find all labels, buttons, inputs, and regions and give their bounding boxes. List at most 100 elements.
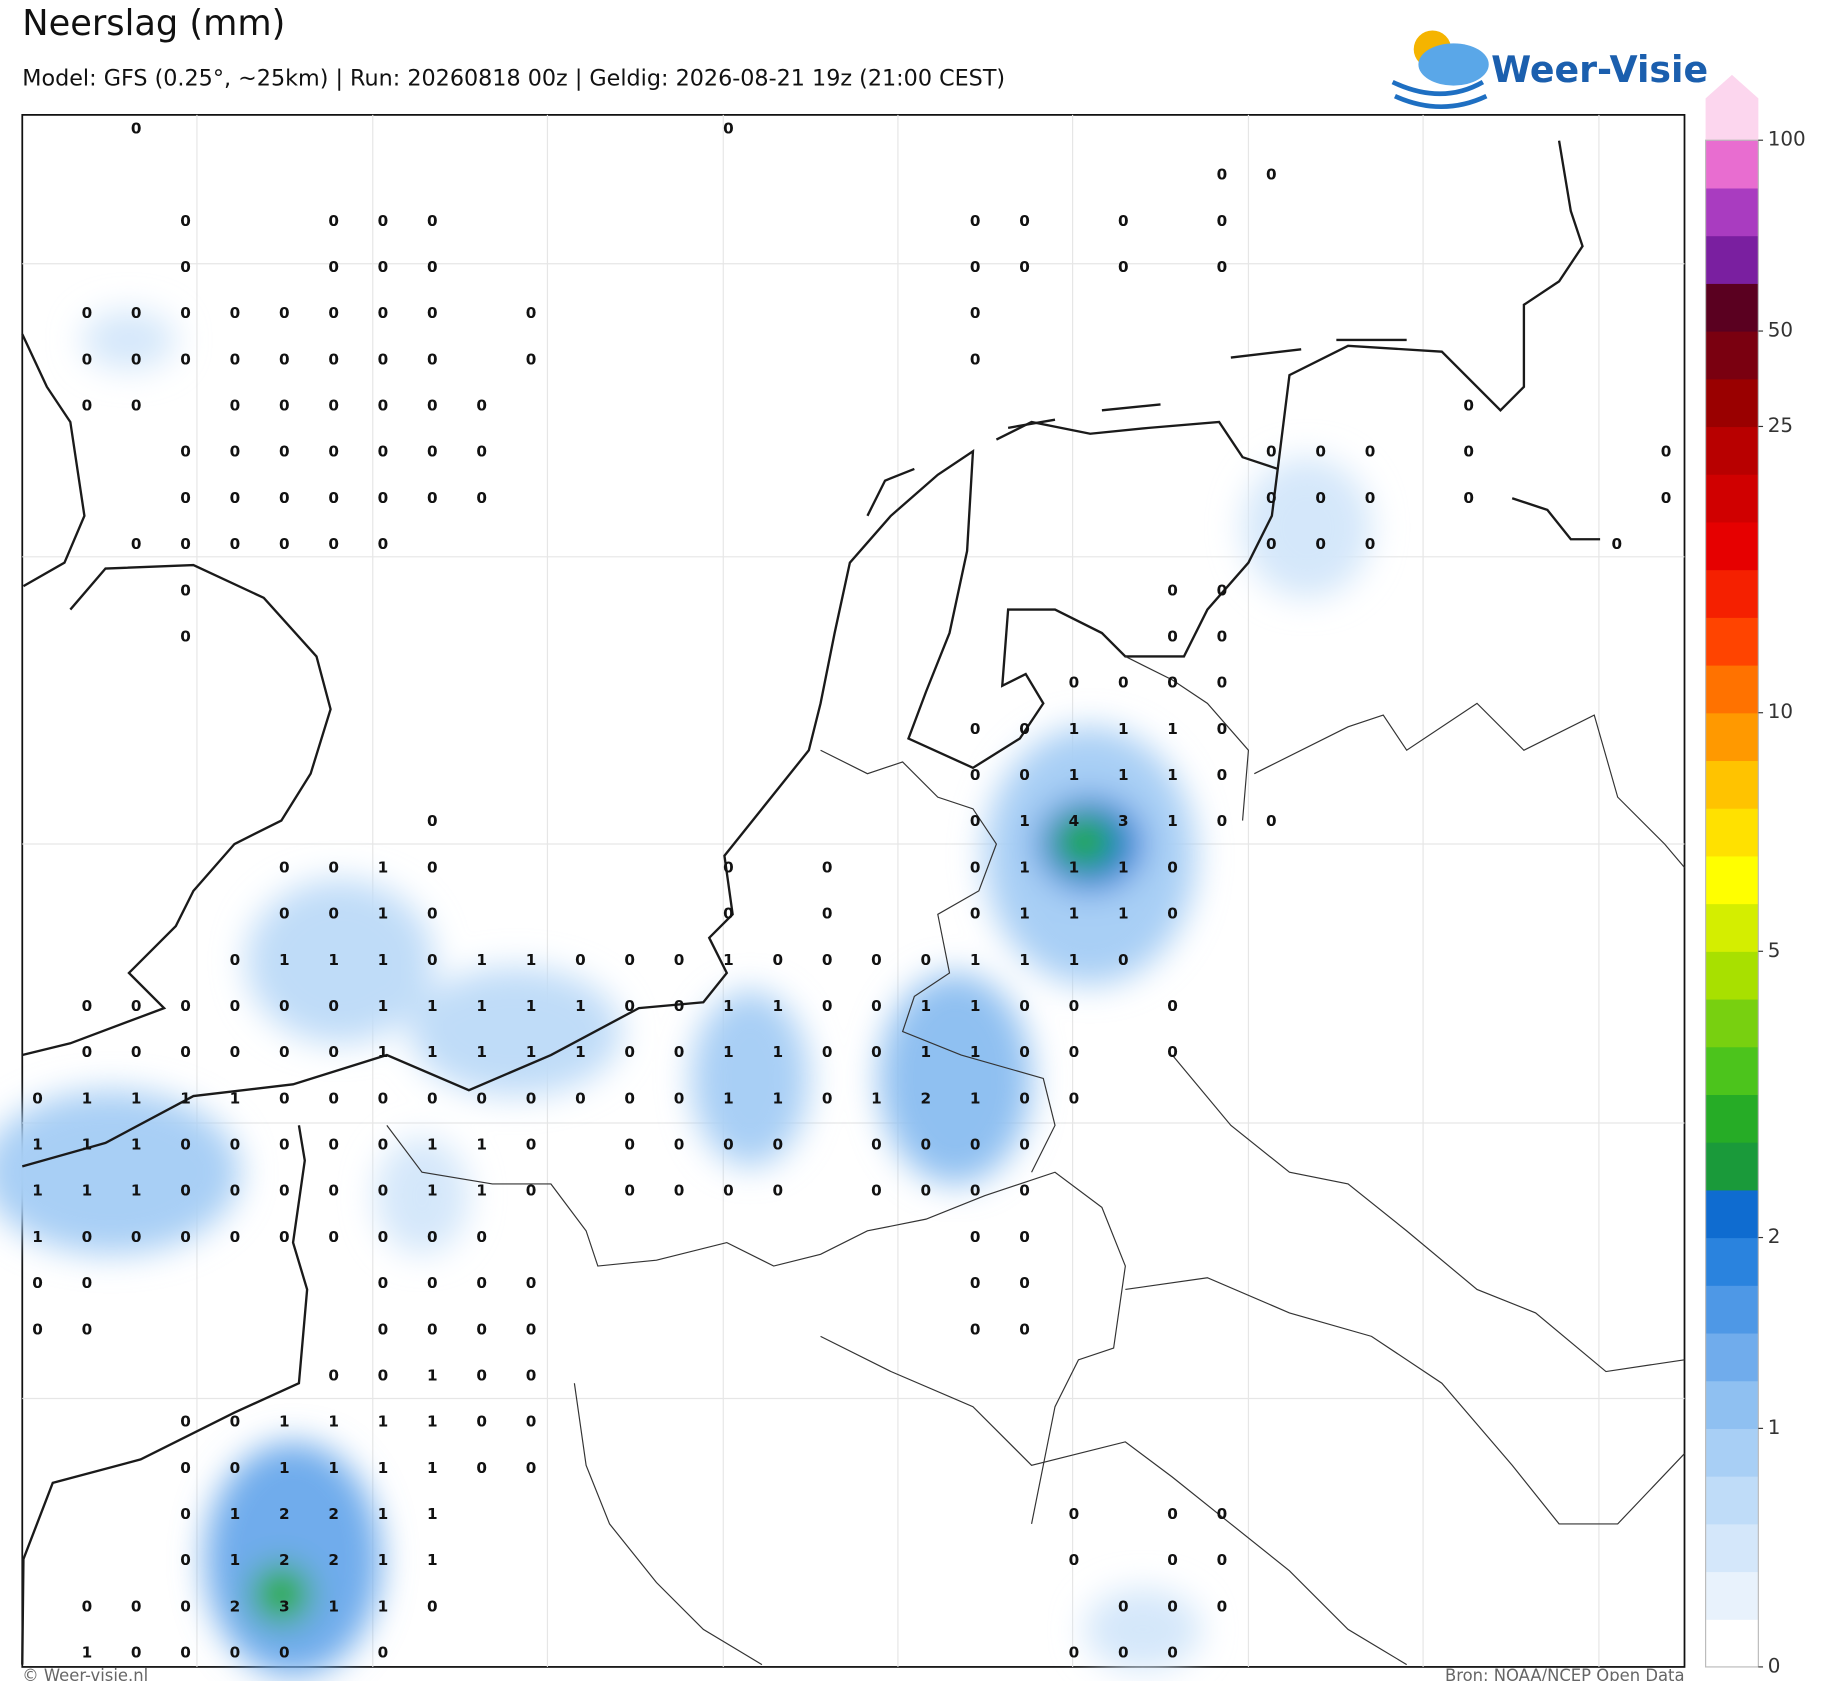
grid-value: 0: [427, 1274, 438, 1292]
colorbar-segment: [1705, 998, 1759, 1048]
grid-value: 0: [970, 1320, 981, 1338]
grid-value: 1: [921, 1043, 932, 1061]
grid-value: 1: [1019, 858, 1030, 876]
grid-value: 4: [1069, 812, 1080, 830]
grid-value: 0: [1019, 997, 1030, 1015]
grid-value: 0: [82, 304, 93, 322]
grid-value: 0: [1019, 258, 1030, 276]
grid-value: 0: [82, 1274, 93, 1292]
grid-value: 0: [970, 858, 981, 876]
grid-value: 0: [131, 397, 142, 415]
grid-values: 0 0 0 0 0 0 0 0 0 0 0 0 0 0 0 0 0 0 0 0 0 0 0 0 0 0 0 0 0 0 0 0 0 0 0 0 0 0 0 0…: [32, 119, 1671, 1661]
grid-value: 0: [180, 1551, 191, 1569]
grid-value: 0: [279, 1228, 290, 1246]
grid-value: 0: [378, 212, 389, 230]
grid-value: 1: [427, 1413, 438, 1431]
grid-value: 0: [378, 258, 389, 276]
grid-value: 0: [1167, 1551, 1178, 1569]
colorbar-tick-label: 100: [1768, 128, 1806, 151]
colorbar-segment: [1705, 951, 1759, 1000]
grid-value: 0: [328, 1089, 339, 1107]
credit: © Weer-visie.nl: [22, 1666, 148, 1681]
grid-value: 0: [279, 489, 290, 507]
grid-value: 0: [1217, 720, 1228, 738]
grid-value: 0: [378, 535, 389, 553]
colorbar-segment: [1705, 760, 1759, 809]
grid-value: 1: [1019, 905, 1030, 923]
grid-value: 1: [723, 997, 734, 1015]
grid-value: 0: [526, 1089, 537, 1107]
grid-value: 0: [82, 350, 93, 368]
grid-value: 2: [921, 1089, 932, 1107]
grid-value: 0: [1118, 258, 1129, 276]
grid-value: 0: [1118, 212, 1129, 230]
grid-value: 1: [279, 1413, 290, 1431]
grid-value: 0: [871, 997, 882, 1015]
grid-value: 0: [180, 1136, 191, 1154]
grid-value: 1: [1167, 812, 1178, 830]
grid-value: 0: [476, 1274, 487, 1292]
colorbar-segment: [1705, 378, 1759, 428]
colorbar-segment: [1705, 665, 1759, 714]
grid-value: 0: [328, 397, 339, 415]
grid-value: 1: [772, 997, 783, 1015]
logo: Weer-Visie: [1391, 30, 1708, 110]
grid-value: 0: [871, 1182, 882, 1200]
grid-value: 0: [624, 951, 635, 969]
grid-value: 0: [1266, 443, 1277, 461]
grid-value: 0: [328, 258, 339, 276]
grid-value: 0: [1217, 766, 1228, 784]
colorbar-segment: [1705, 617, 1759, 666]
grid-value: 0: [970, 905, 981, 923]
grid-value: 0: [131, 1644, 142, 1662]
grid-value: 3: [279, 1597, 290, 1615]
grid-value: 0: [1167, 1597, 1178, 1615]
grid-value: 0: [180, 304, 191, 322]
colorbar-segment: [1705, 187, 1759, 237]
grid-value: 1: [1118, 766, 1129, 784]
grid-value: 0: [1167, 905, 1178, 923]
colorbar-segment: [1705, 1523, 1759, 1573]
grid-value: 0: [427, 397, 438, 415]
grid-value: 1: [378, 905, 389, 923]
grid-value: 0: [1019, 1136, 1030, 1154]
grid-value: 0: [230, 1228, 241, 1246]
grid-value: 1: [378, 997, 389, 1015]
precip-shading: [0, 310, 1372, 1677]
grid-value: 1: [1069, 766, 1080, 784]
grid-value: 0: [328, 1366, 339, 1384]
grid-value: 0: [723, 119, 734, 137]
grid-value: 0: [1611, 535, 1622, 553]
grid-value: 1: [378, 951, 389, 969]
grid-value: 0: [180, 350, 191, 368]
grid-value: 0: [180, 1644, 191, 1662]
grid-value: 1: [32, 1136, 43, 1154]
grid-value: 0: [279, 397, 290, 415]
grid-value: 0: [328, 1228, 339, 1246]
grid-value: 0: [1266, 535, 1277, 553]
grid-value: 1: [871, 1089, 882, 1107]
grid-value: 0: [279, 1182, 290, 1200]
colorbar-segment: [1705, 1428, 1759, 1477]
grid-value: 0: [230, 1043, 241, 1061]
grid-value: 0: [82, 997, 93, 1015]
grid-value: 0: [427, 304, 438, 322]
grid-value: 1: [427, 1366, 438, 1384]
grid-value: 0: [1118, 1644, 1129, 1662]
grid-value: 0: [1019, 766, 1030, 784]
grid-value: 0: [427, 1089, 438, 1107]
colorbar-tick-label: 1: [1768, 1416, 1781, 1439]
grid-value: 1: [1118, 905, 1129, 923]
grid-value: 0: [1315, 535, 1326, 553]
grid-value: 0: [1365, 443, 1376, 461]
grid-value: 1: [378, 1459, 389, 1477]
grid-value: 3: [1118, 812, 1129, 830]
grid-value: 0: [1167, 1505, 1178, 1523]
grid-value: 0: [1217, 581, 1228, 599]
grid-value: 0: [279, 1089, 290, 1107]
grid-value: 0: [82, 1228, 93, 1246]
grid-value: 0: [378, 397, 389, 415]
grid-value: 0: [328, 1182, 339, 1200]
